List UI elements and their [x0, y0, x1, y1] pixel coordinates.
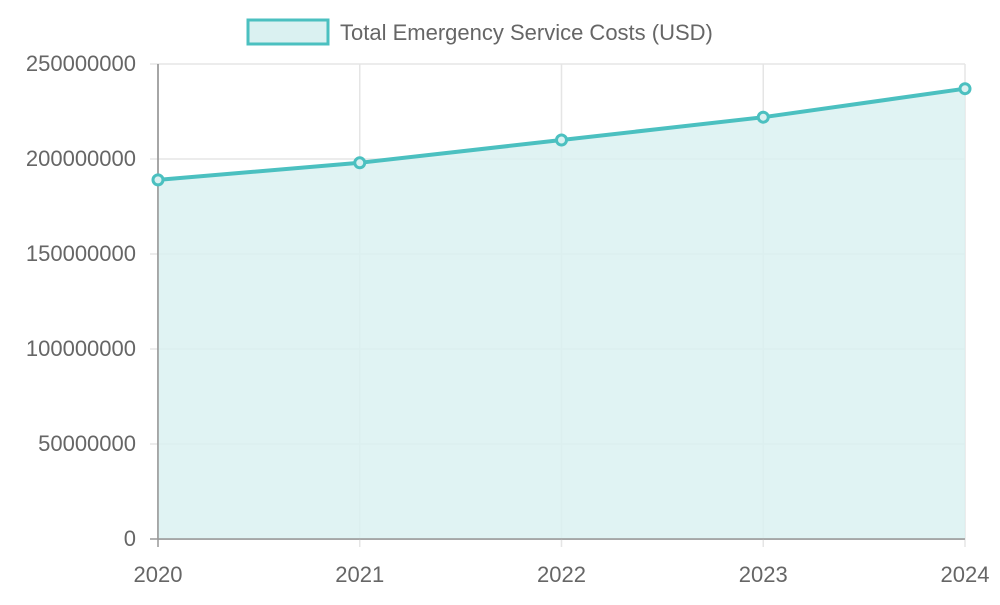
area-fill — [158, 88, 965, 539]
y-tick-label: 250000000 — [26, 51, 136, 76]
y-tick-label: 200000000 — [26, 146, 136, 171]
legend-swatch — [246, 18, 330, 46]
y-tick-label: 100000000 — [26, 336, 136, 361]
legend-label: Total Emergency Service Costs (USD) — [340, 20, 713, 45]
data-point — [756, 110, 770, 124]
data-point — [958, 82, 972, 96]
x-tick-label: 2022 — [537, 562, 586, 587]
data-point — [555, 133, 568, 147]
data-point — [151, 173, 165, 187]
x-tick-label: 2024 — [941, 562, 990, 587]
y-tick-label: 150000000 — [26, 241, 136, 266]
data-point — [353, 156, 367, 170]
y-tick-label: 0 — [124, 526, 136, 551]
x-tick-label: 2021 — [335, 562, 384, 587]
y-tick-label: 50000000 — [38, 431, 136, 456]
x-tick-label: 2020 — [134, 562, 183, 587]
x-tick-label: 2023 — [739, 562, 788, 587]
legend[interactable]: Total Emergency Service Costs (USD) — [246, 18, 713, 46]
